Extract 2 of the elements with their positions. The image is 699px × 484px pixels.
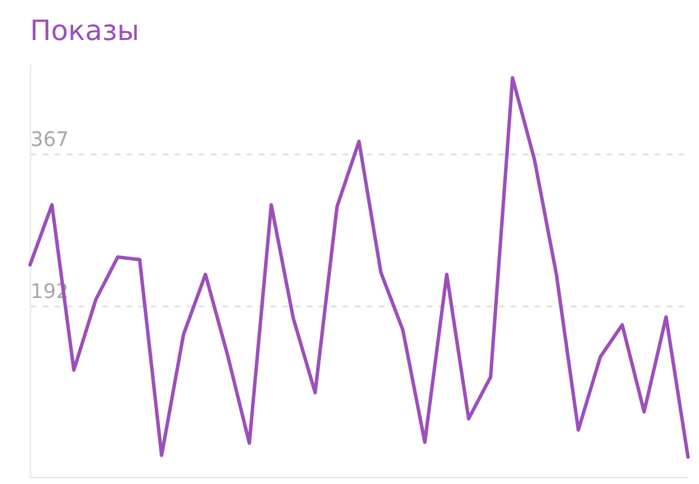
chart-title: Показы: [30, 14, 140, 47]
y-tick-label: 367: [30, 127, 69, 152]
